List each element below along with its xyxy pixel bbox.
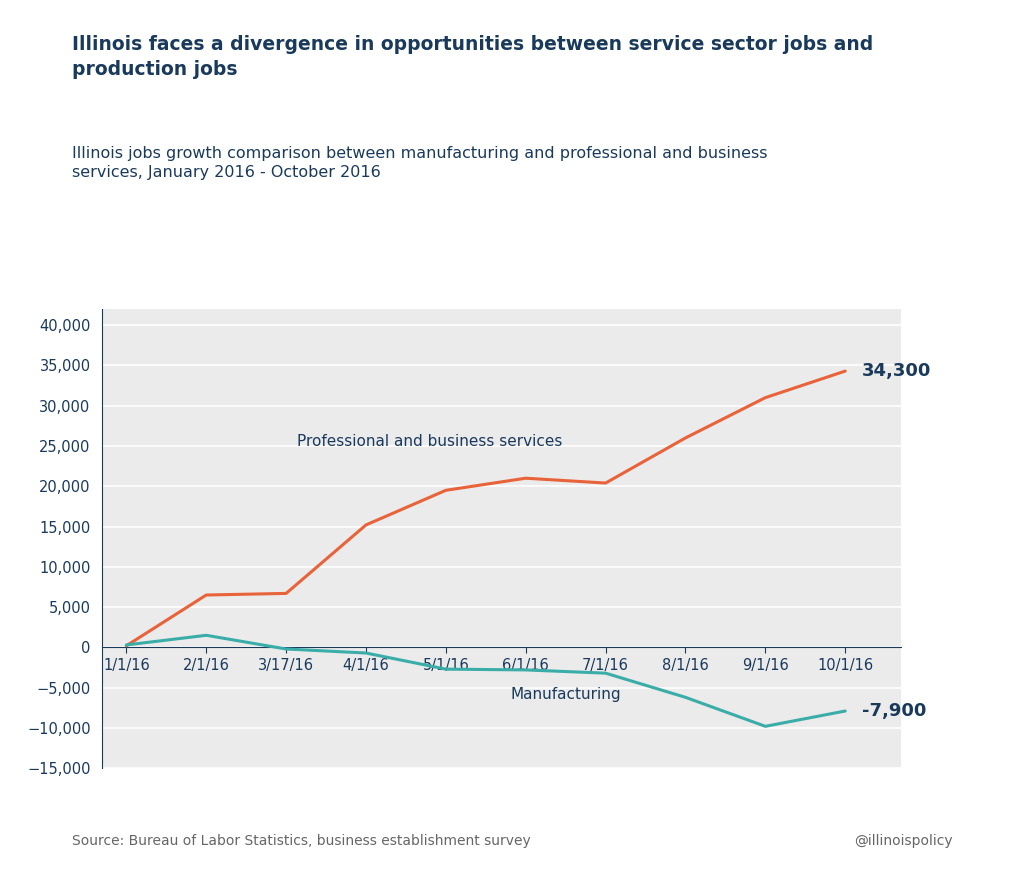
Text: Source: Bureau of Labor Statistics, business establishment survey: Source: Bureau of Labor Statistics, busi… (72, 834, 530, 848)
Text: Illinois faces a divergence in opportunities between service sector jobs and
pro: Illinois faces a divergence in opportuni… (72, 35, 872, 79)
Text: Manufacturing: Manufacturing (510, 687, 621, 702)
Text: 34,300: 34,300 (862, 362, 931, 380)
Text: Professional and business services: Professional and business services (297, 434, 562, 449)
Text: -7,900: -7,900 (862, 702, 927, 720)
Text: @illinoispolicy: @illinoispolicy (854, 834, 952, 848)
Text: Illinois jobs growth comparison between manufacturing and professional and busin: Illinois jobs growth comparison between … (72, 146, 767, 180)
